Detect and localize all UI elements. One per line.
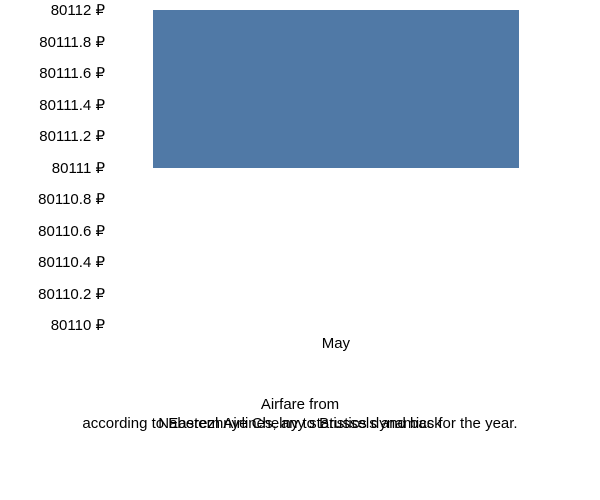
y-tick: 80110.8 ₽: [38, 190, 105, 208]
y-axis: 80112 ₽80111.8 ₽80111.6 ₽80111.4 ₽80111.…: [0, 10, 110, 325]
y-tick: 80111.4 ₽: [39, 96, 105, 114]
y-tick: 80110 ₽: [51, 316, 105, 334]
caption-line2: Naberezhnye Chelny to Brussels and back …: [0, 414, 600, 434]
y-tick: 80111.2 ₽: [39, 127, 105, 145]
y-tick: 80112 ₽: [51, 1, 105, 19]
x-tick-may: May: [322, 335, 350, 352]
y-tick: 80110.2 ₽: [38, 285, 105, 303]
y-tick: 80110.6 ₽: [38, 222, 105, 240]
y-tick: 80111 ₽: [52, 159, 105, 177]
y-tick: 80111.6 ₽: [39, 64, 105, 82]
y-tick: 80111.8 ₽: [39, 33, 105, 51]
plot: [115, 10, 585, 325]
bar-may: [153, 10, 520, 168]
chart-plot-area: [115, 10, 585, 325]
caption-overlay: Naberezhnye Chelny to Brussels and back: [158, 414, 442, 434]
caption-line1: Airfare from: [0, 395, 600, 415]
y-tick: 80110.4 ₽: [38, 253, 105, 271]
